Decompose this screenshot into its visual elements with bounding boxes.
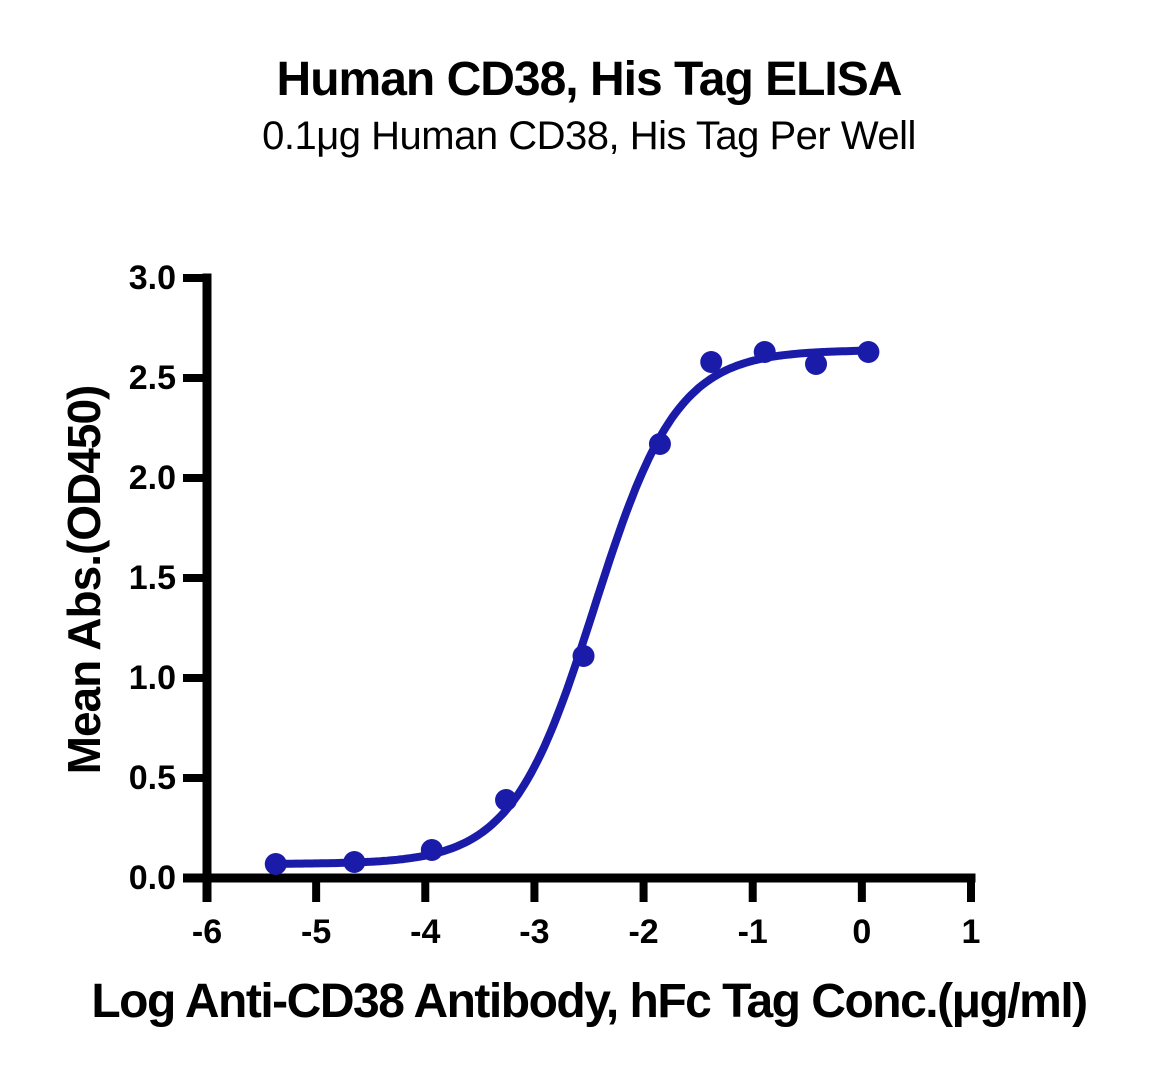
fit-curve	[271, 346, 873, 868]
data-point	[420, 839, 443, 861]
data-point	[495, 789, 518, 811]
data-point	[753, 341, 776, 363]
x-tick-label: -5	[301, 913, 332, 951]
data-point	[264, 853, 287, 875]
y-tick-label: 0.5	[128, 759, 176, 797]
data-point	[343, 851, 366, 873]
x-tick-label: 1	[961, 913, 981, 951]
x-tick-label: -3	[519, 913, 550, 951]
x-tick-label: -6	[191, 913, 223, 951]
x-axis-title: Log Anti-CD38 Antibody, hFc Tag Conc.(μg…	[91, 975, 1088, 1028]
data-point	[572, 645, 595, 667]
data-point	[857, 341, 880, 363]
x-tick-label: -1	[737, 913, 768, 951]
y-tick-label: 2.0	[128, 459, 176, 497]
chart-title: Human CD38, His Tag ELISA	[276, 53, 903, 106]
data-point	[648, 433, 671, 455]
y-tick-label: 1.0	[128, 659, 176, 697]
y-tick-label: 3.0	[128, 259, 176, 297]
y-tick-label: 0.0	[128, 859, 176, 897]
chart-subtitle: 0.1μg Human CD38, His Tag Per Well	[262, 114, 916, 158]
data-point	[805, 353, 828, 375]
y-tick-label: 2.5	[128, 359, 176, 397]
x-tick-label: -4	[410, 913, 441, 951]
x-tick-label: -2	[628, 913, 659, 951]
x-tick-label: 0	[852, 913, 872, 951]
y-tick-label: 1.5	[128, 559, 176, 597]
data-point	[700, 351, 723, 373]
